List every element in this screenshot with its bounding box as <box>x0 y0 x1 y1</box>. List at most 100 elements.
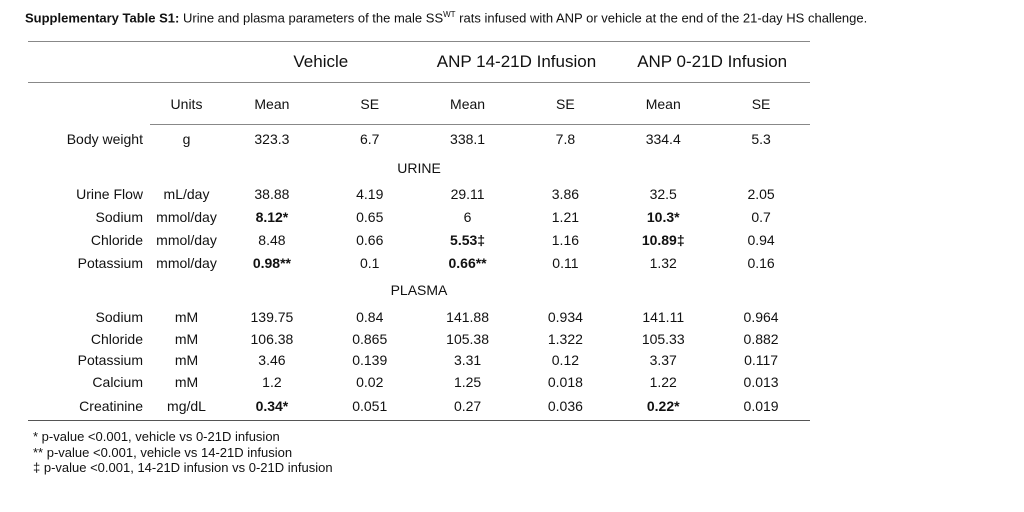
row-label: Body weight <box>66 130 143 147</box>
cell: 0.66 <box>356 231 384 248</box>
column-header: Units <box>150 82 223 125</box>
cell: 0.964 <box>743 308 779 325</box>
cell: 5.53‡ <box>450 231 486 248</box>
cell: 38.88 <box>254 186 290 202</box>
cell: 1.21 <box>551 209 580 225</box>
cell: 0.865 <box>352 330 388 347</box>
cell: mmol/day <box>156 254 217 271</box>
group-header-row: Vehicle ANP 14-21D Infusion ANP 0-21D In… <box>28 41 810 83</box>
cell: 3.37 <box>649 352 677 368</box>
cell: 0.139 <box>352 352 388 368</box>
column-header-row: Units Mean SE Mean SE Mean SE <box>28 82 810 125</box>
cell: 29.11 <box>450 186 485 202</box>
cell: 0.65 <box>356 209 384 225</box>
group-header: ANP 14-21D Infusion <box>418 41 615 83</box>
cell: 139.75 <box>250 308 294 325</box>
cell: 6.7 <box>360 130 380 147</box>
cell: 1.25 <box>453 373 482 390</box>
cell: 0.98** <box>252 254 291 271</box>
cell: mL/day <box>163 186 210 202</box>
cell: 3.31 <box>453 352 482 368</box>
data-table: Vehicle ANP 14-21D Infusion ANP 0-21D In… <box>28 41 810 421</box>
cell: mM <box>174 308 199 325</box>
cell: 0.036 <box>516 392 615 421</box>
cell: 1.32 <box>649 254 677 271</box>
data-row: Calcium mM 1.2 0.02 1.25 0.018 1.22 0.013 <box>28 371 810 393</box>
row-label: Chloride <box>90 231 143 248</box>
cell: 0.16 <box>747 254 775 271</box>
group-header: Vehicle <box>223 41 419 83</box>
cell: mmol/day <box>156 231 217 248</box>
footnote: ‡ p-value <0.001, 14-21D infusion vs 0-2… <box>33 460 333 475</box>
cell: 0.882 <box>743 330 779 347</box>
section-title: PLASMA <box>390 282 448 298</box>
empty-cell <box>28 83 150 125</box>
cell: mM <box>174 352 199 368</box>
data-row: Potassium mmol/day 0.98** 0.1 0.66** 0.11 1.32… <box>28 251 810 275</box>
row-label: Creatinine <box>28 392 150 421</box>
cell: 106.38 <box>250 330 294 347</box>
column-header: SE <box>712 82 810 125</box>
cell: 1.322 <box>547 330 583 347</box>
cell: 0.019 <box>712 392 810 421</box>
data-row: Chloride mM 106.38 0.865 105.38 1.322 105.33 0.… <box>28 328 810 350</box>
section-row: PLASMA <box>28 275 810 306</box>
row-label: Sodium <box>95 209 143 225</box>
cell: 8.12* <box>255 209 289 225</box>
cell: 10.3* <box>646 209 680 225</box>
cell: 0.94 <box>747 231 775 248</box>
footnote: * p-value <0.001, vehicle vs 0-21D infus… <box>33 429 280 444</box>
cell: 0.051 <box>320 392 419 421</box>
data-row: Potassium mM 3.46 0.139 3.31 0.12 3.37 0.117 <box>28 350 810 371</box>
cell: 338.1 <box>450 130 486 147</box>
cell: 105.33 <box>641 330 685 347</box>
cell: 1.22 <box>649 373 677 390</box>
footnote: ** p-value <0.001, vehicle vs 14-21D inf… <box>33 444 293 460</box>
cell: 6 <box>463 209 472 225</box>
row-label: Calcium <box>92 373 143 390</box>
column-header: Mean <box>614 82 713 125</box>
cell: mM <box>174 330 199 347</box>
title-label: Supplementary Table S1: <box>25 10 180 26</box>
column-header: SE <box>516 82 615 125</box>
cell: 1.2 <box>262 373 282 390</box>
data-row: Creatinine mg/dL 0.34* 0.051 0.27 0.036 0.22* 0… <box>28 392 810 421</box>
cell: 1.16 <box>551 231 580 248</box>
cell: 2.05 <box>747 186 775 202</box>
cell: mM <box>174 373 199 390</box>
cell: 32.5 <box>649 186 677 202</box>
row-label: Potassium <box>77 352 143 368</box>
title-superscript: WT <box>443 10 456 19</box>
column-header: Mean <box>223 82 321 125</box>
cell: 8.48 <box>258 231 286 248</box>
cell: 323.3 <box>254 130 290 147</box>
cell: 0.11 <box>552 254 579 271</box>
section-title: URINE <box>397 159 441 176</box>
cell: g <box>182 130 191 147</box>
title-text: rats infused with ANP or vehicle at the … <box>455 10 868 26</box>
empty-cell <box>28 41 223 83</box>
column-header: Mean <box>418 82 517 125</box>
cell: 4.19 <box>356 186 384 202</box>
data-row: Sodium mM 139.75 0.84 141.88 0.934 141.11 0.964 <box>28 306 810 328</box>
cell: 0.7 <box>751 209 771 225</box>
footnotes: * p-value <0.001, vehicle vs 0-21D infus… <box>33 429 333 476</box>
data-row: Sodium mmol/day 8.12* 0.65 6 1.21 10.3* 0.7 <box>28 206 810 229</box>
cell: 0.1 <box>360 254 380 271</box>
cell: 0.22* <box>614 392 713 421</box>
cell: 3.46 <box>258 352 286 368</box>
row-label: Urine Flow <box>76 186 143 202</box>
cell: 5.3 <box>751 130 771 147</box>
row-label: Potassium <box>77 254 143 271</box>
cell: 141.11 <box>642 308 685 325</box>
column-header: SE <box>320 82 419 125</box>
cell: 0.84 <box>356 308 384 325</box>
cell: 10.89‡ <box>641 231 685 248</box>
cell: 0.013 <box>743 373 779 390</box>
table-title: Supplementary Table S1: Urine and plasma… <box>25 10 867 25</box>
data-row: Urine Flow mL/day 38.88 4.19 29.11 3.86 32.5 2.… <box>28 183 810 206</box>
cell: 0.018 <box>547 373 583 390</box>
cell: mmol/day <box>156 209 217 225</box>
data-row: Body weight g 323.3 6.7 338.1 7.8 334.4 5.3 <box>28 125 810 153</box>
